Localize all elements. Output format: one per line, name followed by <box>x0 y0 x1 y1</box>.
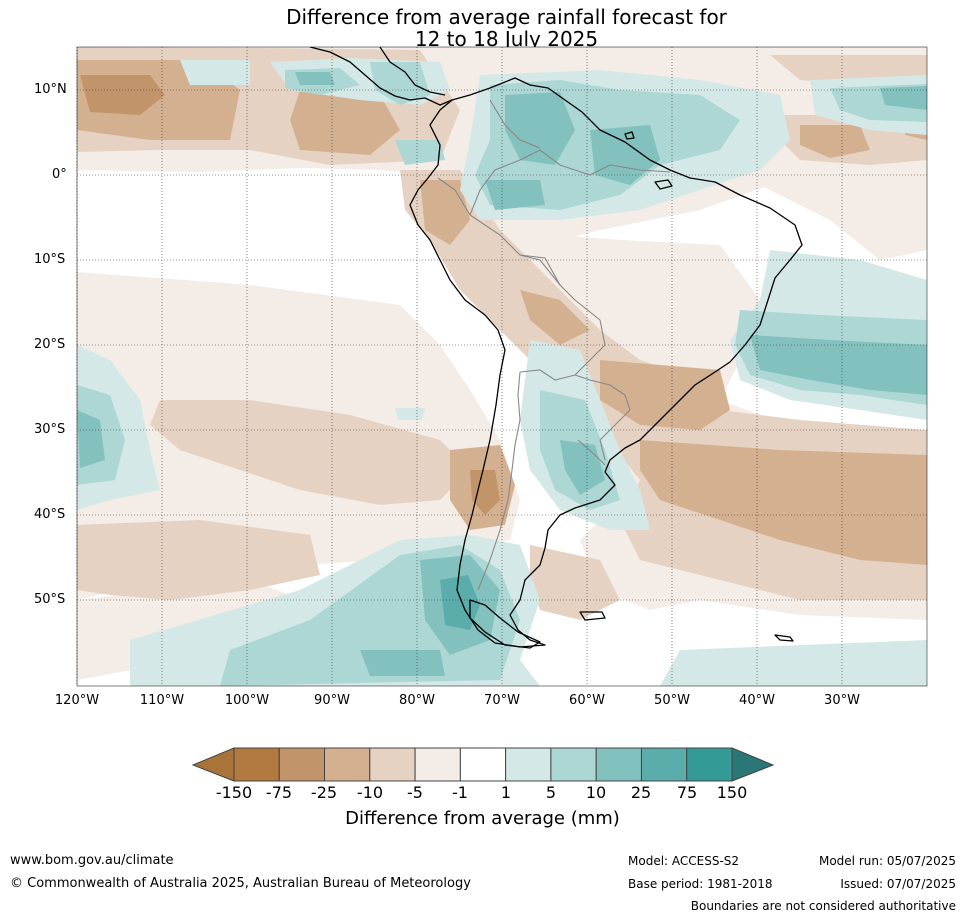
lat-label-20s: 20°S <box>34 337 66 352</box>
central-america-coastline <box>379 47 446 96</box>
wet-trace-region <box>395 408 425 420</box>
dry-mod-region <box>290 90 400 155</box>
dry-mod-region <box>640 440 927 565</box>
lat-label-50s: 50°S <box>34 592 66 607</box>
colorbar-tick: -150 <box>215 783 253 802</box>
map-field <box>77 47 927 686</box>
lat-label-10s: 10°S <box>34 252 66 267</box>
colorbar-tick: -10 <box>356 783 384 802</box>
wet-trace-region <box>660 640 927 686</box>
country-border <box>574 374 631 461</box>
lon-label-50w: 50°W <box>654 693 690 708</box>
colorbar-cells <box>233 747 733 782</box>
lon-label-30w: 30°W <box>824 693 860 708</box>
issued-date: Issued: 07/07/2025 <box>840 877 956 891</box>
colorbar-tick: 25 <box>630 783 652 802</box>
colorbar-cell <box>640 747 688 782</box>
wet-mod-region <box>485 180 545 210</box>
dry-strong-region <box>470 470 500 515</box>
wet-mod-region <box>360 650 445 676</box>
lon-label-120w: 120°W <box>54 693 100 708</box>
copyright-text: © Commonwealth of Australia 2025, Austra… <box>10 876 471 891</box>
falklands-coastline <box>579 611 606 621</box>
rainfall-map <box>76 46 928 687</box>
colorbar-tick: 1 <box>500 783 512 802</box>
wet-trace-region <box>180 60 250 85</box>
lon-label-80w: 80°W <box>399 693 435 708</box>
wet-mod-region <box>750 335 927 395</box>
colorbar-tick: -1 <box>452 783 468 802</box>
lon-label-60w: 60°W <box>569 693 605 708</box>
country-border <box>489 99 541 149</box>
central-america-coastline <box>309 47 453 106</box>
dry-low-region <box>530 545 620 620</box>
dry-strong-region <box>80 75 165 115</box>
lon-label-40w: 40°W <box>739 693 775 708</box>
dry-mod-region <box>800 125 870 158</box>
colorbar-tick: -5 <box>407 783 423 802</box>
lat-label-30s: 30°S <box>34 422 66 437</box>
country-border <box>577 439 606 466</box>
country-border <box>469 149 671 216</box>
colorbar-cell <box>233 747 280 782</box>
wet-mod-region <box>505 92 575 165</box>
graticule <box>76 47 927 686</box>
colorbar-title: Difference from average (mm) <box>345 808 620 829</box>
boundary-disclaimer: Boundaries are not considered authoritat… <box>690 899 956 913</box>
colorbar-tick: 75 <box>676 783 698 802</box>
wet-mod-region <box>77 410 105 468</box>
base-period: Base period: 1981-2018 <box>628 877 773 891</box>
wet-mod-region <box>880 86 927 110</box>
wet-slight-region <box>370 62 430 105</box>
marajo-island-coastline <box>654 179 673 190</box>
colorbar-cell <box>595 747 642 782</box>
map-frame <box>76 46 928 687</box>
lat-label-10n: 10°N <box>34 82 67 97</box>
south-america-coastline <box>409 77 803 648</box>
wet-slight-region <box>395 140 445 165</box>
wet-mod-region <box>295 72 335 85</box>
colorbar-cell <box>550 747 597 782</box>
colorbar-cell <box>324 747 371 782</box>
colorbar-tick: -25 <box>310 783 338 802</box>
tierra-del-fuego-coastline <box>469 599 541 649</box>
colorbar-tick: 10 <box>585 783 607 802</box>
colorbar-cell <box>505 747 552 782</box>
lon-label-100w: 100°W <box>224 693 270 708</box>
lat-label-equator: 0° <box>52 167 67 182</box>
colorbar-under-arrow <box>191 747 235 782</box>
website-link[interactable]: www.bom.gov.au/climate <box>10 853 174 868</box>
colorbar-cell <box>686 747 733 782</box>
coastlines <box>309 47 803 649</box>
south-georgia-coastline <box>774 634 794 642</box>
colorbar-cell <box>459 747 507 782</box>
colorbar-cell <box>369 747 416 782</box>
trinidad-coastline <box>624 131 635 140</box>
colorbar-tick: 150 <box>716 783 748 802</box>
colorbar-tick: -75 <box>265 783 293 802</box>
lon-label-90w: 90°W <box>314 693 350 708</box>
lat-label-40s: 40°S <box>34 507 66 522</box>
dry-mod-region <box>420 180 470 245</box>
chart-title-line1: Difference from average rainfall forecas… <box>286 5 727 29</box>
country-border <box>477 371 521 591</box>
colorbar <box>191 747 775 782</box>
dry-mod-region <box>520 290 590 345</box>
lon-label-110w: 110°W <box>139 693 185 708</box>
country-borders <box>437 99 671 591</box>
model-run-date: Model run: 05/07/2025 <box>818 854 956 868</box>
colorbar-tick: 5 <box>545 783 557 802</box>
colorbar-over-arrow <box>731 747 775 782</box>
dry-low-region <box>150 400 470 505</box>
model-name: Model: ACCESS-S2 <box>628 854 740 868</box>
lon-label-70w: 70°W <box>484 693 520 708</box>
dry-mod-region <box>600 360 730 430</box>
dry-low-region <box>77 520 320 600</box>
country-border <box>437 177 471 216</box>
country-border <box>519 254 561 286</box>
colorbar-cell <box>414 747 461 782</box>
colorbar-cell <box>278 747 326 782</box>
